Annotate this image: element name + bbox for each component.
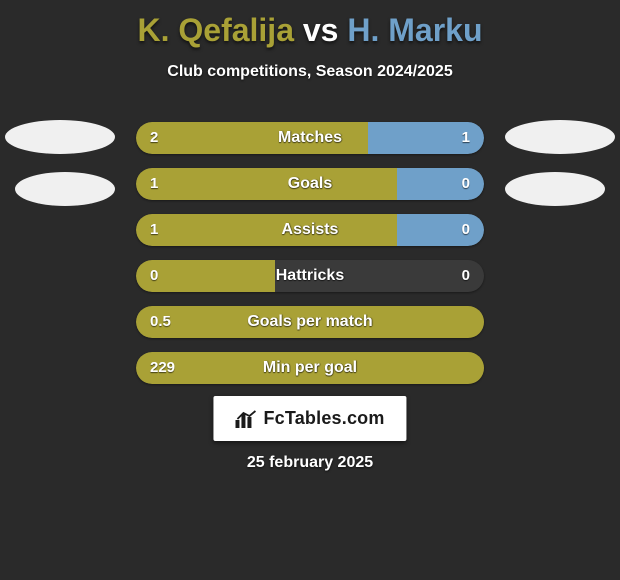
stat-label: Matches	[136, 122, 484, 154]
stat-label: Goals per match	[136, 306, 484, 338]
source-logo: FcTables.com	[213, 396, 406, 441]
stat-row: 10Assists	[136, 214, 484, 246]
player2-portrait-placeholder	[505, 120, 615, 154]
vs-text: vs	[303, 12, 339, 48]
stat-row: 229Min per goal	[136, 352, 484, 384]
player1-club-placeholder	[15, 172, 115, 206]
player2-club-placeholder	[505, 172, 605, 206]
stat-row: 00Hattricks	[136, 260, 484, 292]
player1-name: K. Qefalija	[137, 12, 294, 48]
logo-text: FcTables.com	[263, 408, 384, 429]
comparison-title: K. Qefalija vs H. Marku	[0, 0, 620, 49]
stat-label: Min per goal	[136, 352, 484, 384]
fctables-icon	[235, 410, 257, 428]
stat-row: 0.5Goals per match	[136, 306, 484, 338]
stat-row: 10Goals	[136, 168, 484, 200]
stats-bars-container: 21Matches 10Goals 10Assists 00Hattricks 0.5G…	[136, 122, 484, 398]
player1-portrait-placeholder	[5, 120, 115, 154]
stat-label: Hattricks	[136, 260, 484, 292]
stat-label: Goals	[136, 168, 484, 200]
player2-name: H. Marku	[347, 12, 482, 48]
snapshot-date: 25 february 2025	[0, 454, 620, 472]
competition-subtitle: Club competitions, Season 2024/2025	[0, 63, 620, 81]
stat-label: Assists	[136, 214, 484, 246]
stat-row: 21Matches	[136, 122, 484, 154]
